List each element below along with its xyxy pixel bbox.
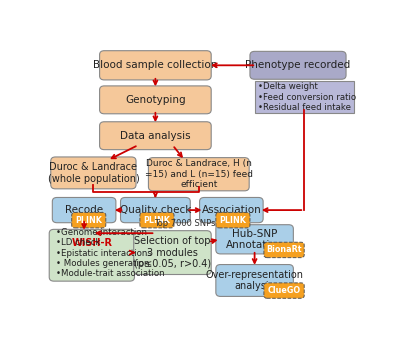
Text: Selection of top
3 modules
(p≤0.05, r>0.4): Selection of top 3 modules (p≤0.05, r>0.… xyxy=(134,236,211,269)
FancyBboxPatch shape xyxy=(264,283,304,298)
Text: PLINK: PLINK xyxy=(220,216,246,225)
FancyBboxPatch shape xyxy=(134,231,211,275)
Text: Association: Association xyxy=(202,205,261,215)
Text: Genotyping: Genotyping xyxy=(125,95,186,105)
FancyBboxPatch shape xyxy=(100,51,211,80)
Text: PLINK: PLINK xyxy=(75,216,102,225)
Text: WISH-R: WISH-R xyxy=(71,238,112,248)
FancyBboxPatch shape xyxy=(72,213,106,228)
FancyBboxPatch shape xyxy=(264,242,304,258)
Text: •Delta weight
•Feed conversion ratio
•Residual feed intake: •Delta weight •Feed conversion ratio •Re… xyxy=(258,82,356,112)
Text: ClueGO: ClueGO xyxy=(268,286,301,295)
FancyBboxPatch shape xyxy=(140,213,174,228)
Text: Top 7000 SNPs: Top 7000 SNPs xyxy=(154,219,216,228)
FancyBboxPatch shape xyxy=(51,157,136,189)
Text: BionaRt: BionaRt xyxy=(266,245,302,254)
Text: PLINK: PLINK xyxy=(144,216,170,225)
FancyBboxPatch shape xyxy=(52,197,116,223)
FancyBboxPatch shape xyxy=(250,51,346,79)
Text: •Genome interaction
•LD check
•Epistatic interactions
• Modules generation
•Modu: •Genome interaction •LD check •Epistatic… xyxy=(56,228,165,278)
FancyBboxPatch shape xyxy=(148,158,249,191)
Text: Data analysis: Data analysis xyxy=(120,131,191,141)
FancyBboxPatch shape xyxy=(120,197,190,223)
FancyBboxPatch shape xyxy=(49,229,134,281)
FancyBboxPatch shape xyxy=(216,265,293,296)
FancyBboxPatch shape xyxy=(254,81,354,113)
Text: Blood sample collection: Blood sample collection xyxy=(93,60,218,70)
Text: Quality check: Quality check xyxy=(120,205,191,215)
FancyBboxPatch shape xyxy=(216,213,250,228)
FancyBboxPatch shape xyxy=(100,86,211,114)
FancyBboxPatch shape xyxy=(200,197,263,223)
Text: Phenotype recorded: Phenotype recorded xyxy=(245,60,351,70)
Text: Duroc & Landrace, H (n
=15) and L (n=15) feed
efficient: Duroc & Landrace, H (n =15) and L (n=15)… xyxy=(145,159,253,189)
FancyBboxPatch shape xyxy=(100,122,211,150)
Text: Hub-SNP
Annotation: Hub-SNP Annotation xyxy=(226,228,283,250)
FancyBboxPatch shape xyxy=(216,225,293,254)
Text: Duroc & Landrace
(whole population): Duroc & Landrace (whole population) xyxy=(48,162,139,184)
Text: Over-representation
analysis: Over-representation analysis xyxy=(206,270,304,291)
Text: Recode: Recode xyxy=(65,205,103,215)
